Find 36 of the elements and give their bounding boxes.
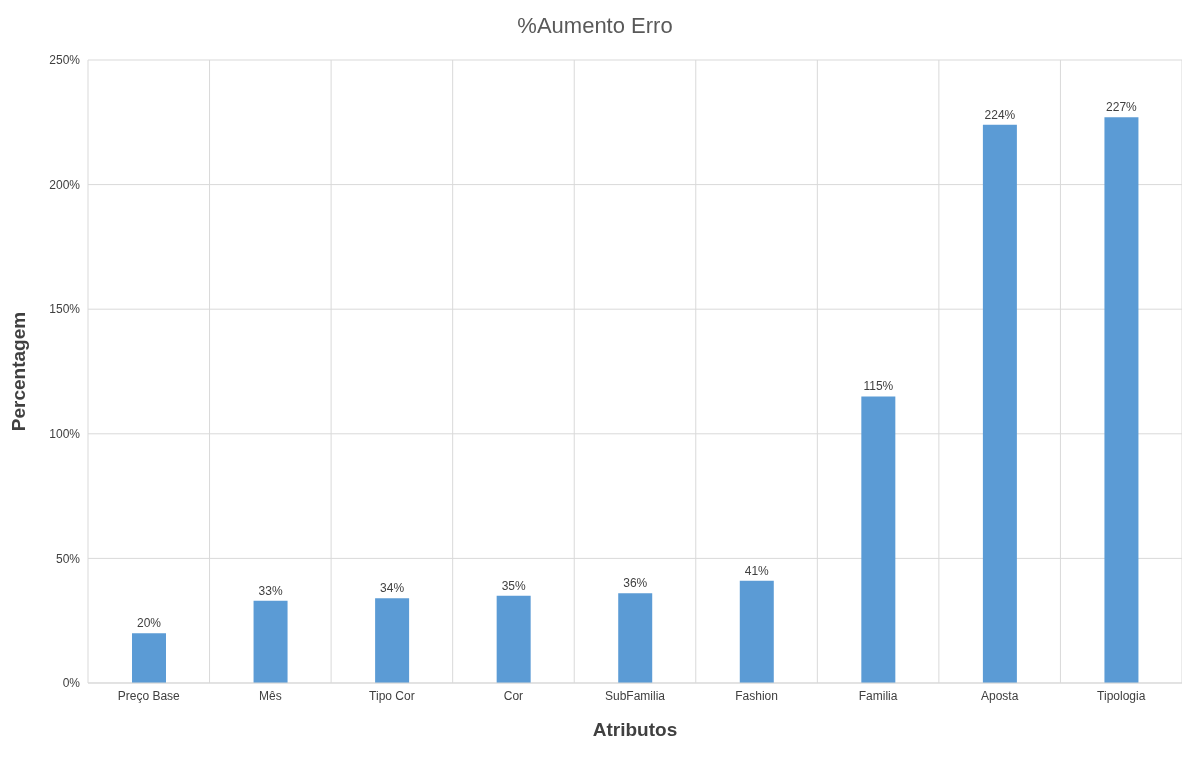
data-label: 224% (984, 107, 1016, 122)
x-tick-label: Cor (503, 688, 524, 703)
data-label: 20% (136, 616, 162, 631)
y-tick-label: 150% (49, 302, 81, 317)
data-label: 34% (380, 581, 405, 596)
data-label: 35% (501, 578, 526, 593)
x-tick-label: SubFamilia (604, 688, 666, 703)
bar (739, 580, 774, 683)
bar (496, 595, 531, 683)
bar (253, 600, 288, 683)
x-tick-label: Tipologia (1097, 688, 1146, 703)
y-tick-label: 0% (62, 676, 81, 691)
bar (132, 633, 166, 683)
y-tick-label: 200% (49, 177, 81, 192)
x-tick-label: Preço Base (117, 688, 181, 703)
y-tick-label: 50% (55, 551, 81, 566)
data-label: 33% (258, 583, 283, 598)
x-tick-label: Fashion (735, 688, 778, 703)
x-tick-label: Aposta (980, 688, 1019, 703)
bar (861, 396, 896, 683)
data-label: 36% (623, 576, 648, 591)
data-label: 227% (1106, 100, 1138, 115)
y-tick-label: 100% (49, 427, 81, 442)
bar (375, 598, 410, 683)
x-tick-label: Tipo Cor (369, 688, 415, 703)
bar (1104, 117, 1139, 683)
x-axis-title: Atributos (592, 719, 678, 740)
data-label: 115% (863, 379, 894, 394)
x-tick-label: Mês (259, 688, 282, 703)
bar (618, 593, 653, 683)
data-label: 41% (744, 563, 770, 578)
y-tick-label: 250% (49, 53, 81, 68)
chart-title: %Aumento Erro (516, 12, 674, 40)
y-axis-title: Percentagem (7, 311, 29, 432)
bar (982, 124, 1017, 683)
x-tick-label: Familia (858, 688, 898, 703)
